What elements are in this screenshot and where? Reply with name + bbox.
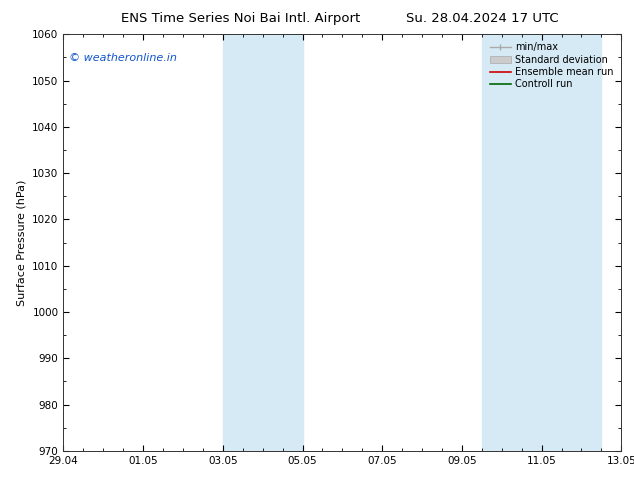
Legend: min/max, Standard deviation, Ensemble mean run, Controll run: min/max, Standard deviation, Ensemble me… <box>487 39 616 92</box>
Text: Su. 28.04.2024 17 UTC: Su. 28.04.2024 17 UTC <box>406 12 558 25</box>
Text: © weatheronline.in: © weatheronline.in <box>69 53 177 63</box>
Bar <box>223 34 302 451</box>
Y-axis label: Surface Pressure (hPa): Surface Pressure (hPa) <box>16 179 27 306</box>
Bar <box>482 34 602 451</box>
Text: ENS Time Series Noi Bai Intl. Airport: ENS Time Series Noi Bai Intl. Airport <box>121 12 361 25</box>
